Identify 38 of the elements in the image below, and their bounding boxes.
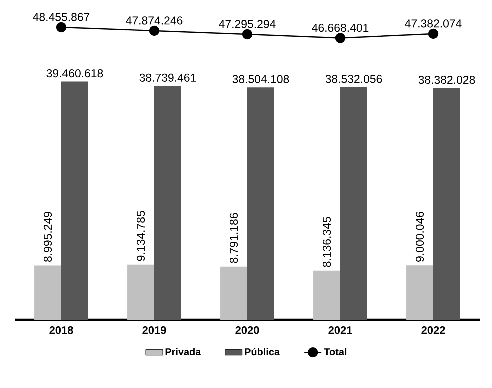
bar — [154, 86, 182, 320]
data-label: 39.460.618 — [46, 69, 104, 78]
bar — [314, 270, 341, 320]
data-label: 47.874.246 — [126, 16, 183, 25]
bar — [128, 264, 154, 320]
data-label: 38.739.461 — [140, 74, 196, 82]
legend-label: Privada — [166, 348, 202, 356]
point — [149, 26, 160, 36]
data-label: 47.382.074 — [405, 20, 462, 28]
point — [56, 22, 67, 33]
point — [335, 33, 346, 44]
data-label: 8.791.186 — [230, 213, 238, 264]
x-tick-label: 2019 — [142, 326, 166, 334]
data-label: 46.668.401 — [312, 24, 369, 32]
point — [428, 28, 439, 40]
bar — [340, 87, 368, 320]
bar — [220, 266, 248, 320]
x-tick-label: 2021 — [328, 326, 352, 334]
data-label: 9.000.046 — [416, 212, 424, 262]
data-label: 38.532.056 — [326, 75, 382, 84]
bar — [248, 88, 274, 320]
data-label: 8.136.345 — [322, 217, 332, 268]
data-label: 47.295.294 — [219, 20, 276, 28]
bar — [34, 266, 62, 320]
x-tick-label: 2022 — [422, 326, 446, 334]
data-label: 38.382.028 — [418, 76, 476, 84]
data-label: 9.134.785 — [136, 211, 146, 262]
x-tick-label: 2020 — [236, 326, 260, 334]
point — [242, 29, 253, 40]
data-label: 48.455.867 — [33, 13, 90, 22]
legend-label: Total — [324, 348, 347, 356]
legend-label: Pública — [245, 348, 280, 356]
x-tick-label: 2018 — [50, 326, 74, 334]
data-label: 38.504.108 — [232, 75, 290, 84]
bar — [434, 88, 460, 320]
data-label: 8.995.249 — [44, 212, 52, 262]
bar — [62, 82, 88, 320]
bar — [406, 266, 434, 320]
